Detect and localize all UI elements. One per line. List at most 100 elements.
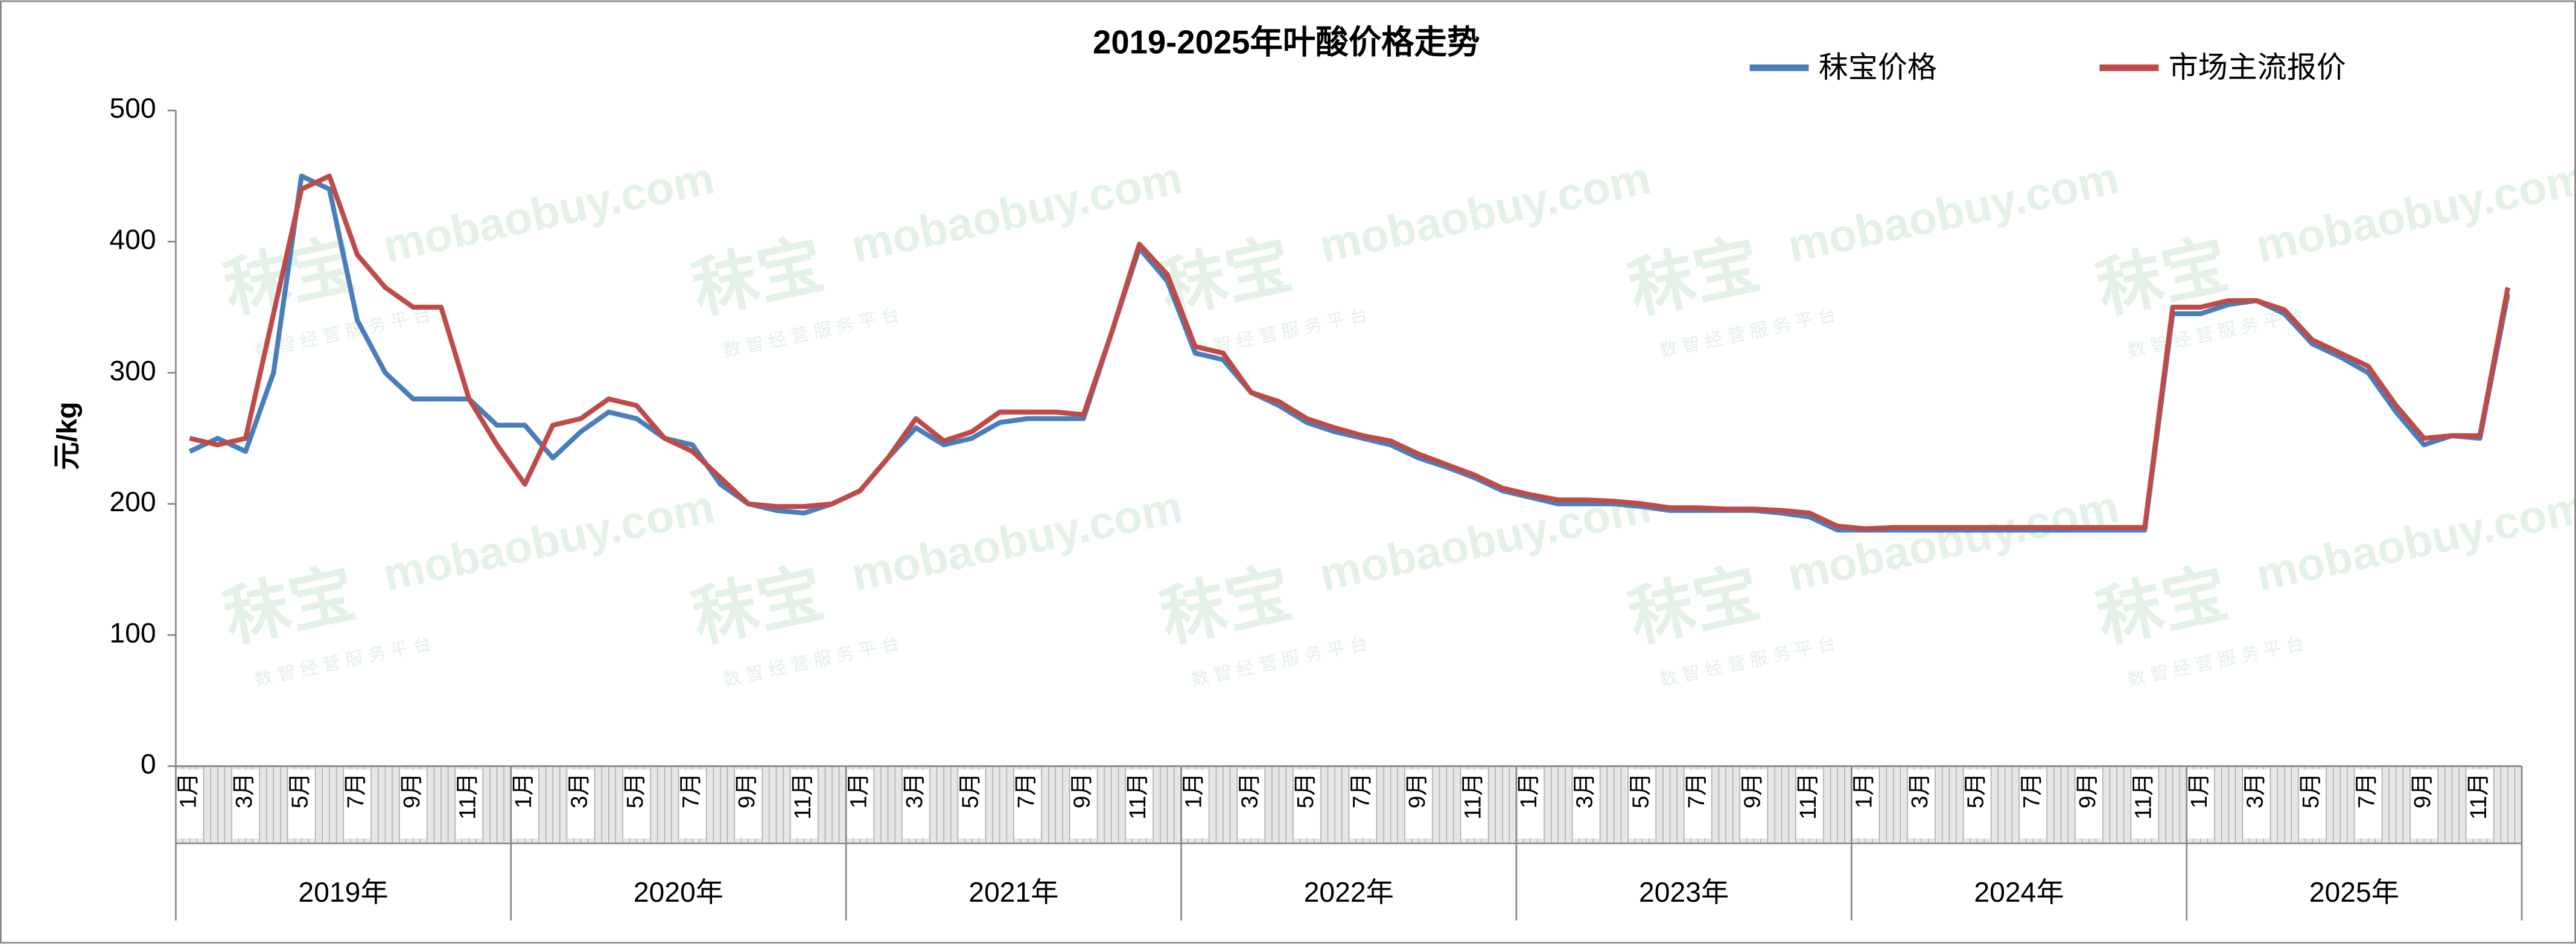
x-tick-label: 3月 <box>232 773 257 808</box>
x-label-bg <box>2187 769 2214 839</box>
x-label-bg <box>958 769 985 839</box>
x-tick-label: 3月 <box>1573 773 1598 808</box>
y-tick-label: 100 <box>109 617 156 648</box>
x-tick-label: 1月 <box>1852 773 1877 808</box>
x-label-bg <box>1964 769 1991 839</box>
x-label-bg <box>344 769 370 839</box>
x-tick-label: 11月 <box>1461 773 1486 820</box>
x-tick-label: 9月 <box>1405 773 1430 808</box>
x-label-bg <box>1629 769 1655 839</box>
x-tick-label: 1月 <box>1181 773 1207 808</box>
x-label-bg <box>1014 769 1041 839</box>
y-axis-label: 元/kg <box>51 402 83 470</box>
x-label-bg <box>456 769 483 839</box>
x-tick-label: 11月 <box>455 773 480 820</box>
legend-label: 市场主流报价 <box>2169 51 2346 84</box>
x-label-bg <box>1349 769 1376 839</box>
x-label-bg <box>847 769 874 839</box>
y-tick-label: 400 <box>109 224 156 255</box>
x-label-bg <box>1294 769 1320 839</box>
group-label: 2025年 <box>2309 876 2399 908</box>
x-label-bg <box>1573 769 1600 839</box>
x-label-bg <box>399 769 427 839</box>
x-tick-label: 3月 <box>2243 773 2268 808</box>
x-tick-label: 5月 <box>1628 773 1653 808</box>
x-label-bg <box>176 769 203 839</box>
series-line <box>189 173 2511 532</box>
x-label-bg <box>2466 769 2493 839</box>
x-label-bg <box>2075 769 2102 839</box>
x-label-bg <box>1181 769 1209 839</box>
group-label: 2019年 <box>298 876 388 908</box>
legend-label: 秣宝价格 <box>1819 51 1937 84</box>
x-label-bg <box>288 769 315 839</box>
x-tick-label: 1月 <box>511 773 536 808</box>
x-tick-label: 5月 <box>288 773 313 808</box>
x-label-bg <box>1126 769 1153 839</box>
x-tick-label: 7月 <box>2019 773 2044 808</box>
x-tick-label: 9月 <box>399 773 425 808</box>
x-label-bg <box>1685 769 1711 839</box>
x-label-bg <box>2243 769 2270 839</box>
x-tick-label: 1月 <box>846 773 871 808</box>
x-label-bg <box>2411 769 2437 839</box>
x-label-bg <box>1461 769 1488 839</box>
series-line <box>188 173 2511 533</box>
group-label: 2023年 <box>1639 876 1729 908</box>
x-tick-label: 9月 <box>2410 773 2435 808</box>
x-label-bg <box>1405 769 1432 839</box>
x-tick-label: 5月 <box>1293 773 1318 808</box>
y-tick-label: 0 <box>141 748 156 780</box>
x-label-bg <box>1908 769 1935 839</box>
x-tick-label: 11月 <box>1796 773 1821 820</box>
x-tick-label: 1月 <box>176 773 202 808</box>
x-label-bg <box>2020 769 2046 839</box>
x-label-bg <box>1796 769 1823 839</box>
x-tick-label: 7月 <box>2355 773 2380 808</box>
x-tick-label: 3月 <box>1237 773 1262 808</box>
x-tick-label: 5月 <box>2298 773 2324 808</box>
x-tick-label: 5月 <box>1964 773 1989 808</box>
x-label-bg <box>232 769 259 839</box>
group-label: 2021年 <box>968 876 1058 908</box>
group-label: 2024年 <box>1974 876 2064 908</box>
x-tick-label: 5月 <box>623 773 648 808</box>
x-tick-label: 11月 <box>1125 773 1151 820</box>
group-label: 2022年 <box>1304 876 1394 908</box>
x-label-bg <box>512 769 538 839</box>
x-tick-label: 7月 <box>343 773 369 808</box>
x-tick-label: 7月 <box>1014 773 1039 808</box>
x-tick-label: 11月 <box>790 773 816 820</box>
x-label-bg <box>1740 769 1767 839</box>
x-label-bg <box>2355 769 2382 839</box>
x-tick-label: 9月 <box>1070 773 1095 808</box>
x-tick-label: 7月 <box>679 773 704 808</box>
x-tick-label: 1月 <box>1516 773 1542 808</box>
chart-title: 2019-2025年叶酸价格走势 <box>1093 24 1480 61</box>
group-label: 2020年 <box>634 876 724 908</box>
x-tick-label: 3月 <box>902 773 927 808</box>
x-label-bg <box>903 769 929 839</box>
x-label-bg <box>2299 769 2326 839</box>
x-label-bg <box>1238 769 1265 839</box>
x-label-bg <box>567 769 594 839</box>
y-tick-label: 300 <box>109 355 156 386</box>
x-tick-label: 3月 <box>567 773 592 808</box>
x-label-bg <box>1852 769 1879 839</box>
x-label-bg <box>1517 769 1544 839</box>
x-label-bg <box>735 769 762 839</box>
x-label-bg <box>1070 769 1097 839</box>
x-tick-label: 9月 <box>734 773 760 808</box>
x-tick-label: 7月 <box>1349 773 1374 808</box>
x-tick-label: 7月 <box>1684 773 1709 808</box>
y-tick-label: 200 <box>109 486 156 517</box>
x-tick-label: 11月 <box>2131 773 2156 820</box>
x-tick-label: 1月 <box>2187 773 2212 808</box>
y-tick-label: 500 <box>109 92 156 124</box>
x-label-bg <box>679 769 706 839</box>
x-label-bg <box>2131 769 2158 839</box>
x-tick-label: 9月 <box>2075 773 2101 808</box>
x-tick-label: 3月 <box>1907 773 1933 808</box>
x-tick-label: 9月 <box>1740 773 1765 808</box>
